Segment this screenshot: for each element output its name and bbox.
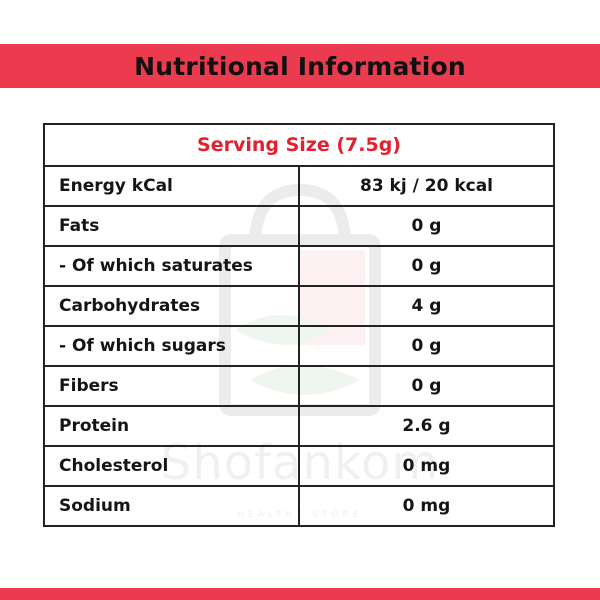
nutrient-value: 0 g <box>298 245 555 287</box>
table-row: Fats 0 g <box>43 205 555 247</box>
nutrient-label: Energy kCal <box>43 165 300 207</box>
nutrient-value: 0 mg <box>298 485 555 527</box>
nutrient-label: - Of which sugars <box>43 325 300 367</box>
nutrient-label: Carbohydrates <box>43 285 300 327</box>
nutrient-label: - Of which saturates <box>43 245 300 287</box>
table-row: - Of which sugars 0 g <box>43 325 555 367</box>
nutrient-value: 4 g <box>298 285 555 327</box>
table-row: Cholesterol 0 mg <box>43 445 555 487</box>
table-row: Fibers 0 g <box>43 365 555 407</box>
nutrient-value: 2.6 g <box>298 405 555 447</box>
nutrient-value: 0 mg <box>298 445 555 487</box>
table-row: - Of which saturates 0 g <box>43 245 555 287</box>
nutrient-label: Cholesterol <box>43 445 300 487</box>
page-title: Nutritional Information <box>134 51 466 81</box>
footer-band <box>0 588 600 600</box>
nutrition-table: Serving Size (7.5g) Energy kCal 83 kj / … <box>43 123 555 527</box>
table-row: Carbohydrates 4 g <box>43 285 555 327</box>
table-row: Energy kCal 83 kj / 20 kcal <box>43 165 555 207</box>
nutrient-value: 0 g <box>298 325 555 367</box>
nutrient-label: Fibers <box>43 365 300 407</box>
nutrient-value: 0 g <box>298 365 555 407</box>
table-row: Protein 2.6 g <box>43 405 555 447</box>
nutrient-label: Protein <box>43 405 300 447</box>
serving-row: Serving Size (7.5g) <box>43 123 555 167</box>
nutrient-label: Sodium <box>43 485 300 527</box>
serving-size: Serving Size (7.5g) <box>43 123 555 167</box>
table-row: Sodium 0 mg <box>43 485 555 527</box>
nutrient-label: Fats <box>43 205 300 247</box>
nutrient-value: 83 kj / 20 kcal <box>298 165 555 207</box>
header-band: Nutritional Information <box>0 44 600 88</box>
nutrient-value: 0 g <box>298 205 555 247</box>
